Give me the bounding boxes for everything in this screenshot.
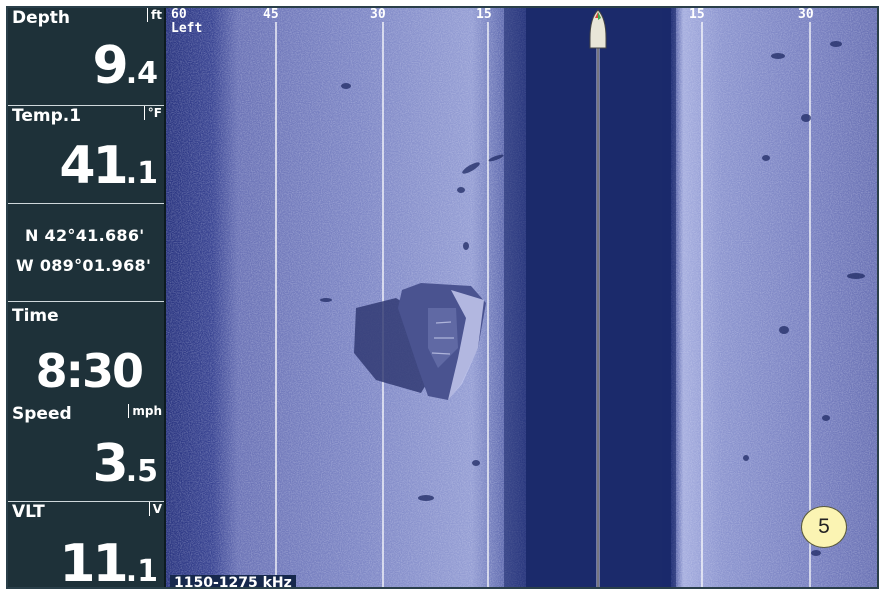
speed-unit: mph xyxy=(128,404,162,418)
boat-icon xyxy=(589,9,607,49)
depth-value: 9.4 xyxy=(92,36,158,96)
voltage-unit: V xyxy=(148,502,162,516)
time-box: Time 8:30 xyxy=(8,302,164,404)
callout-marker: 5 xyxy=(801,506,847,548)
range-label-15-right: 15 xyxy=(689,8,705,22)
temperature-box: Temp.1 °F 41.1 xyxy=(8,106,164,204)
range-label-30-right: 30 xyxy=(798,8,814,22)
time-label: Time xyxy=(12,306,59,326)
speed-value: 3.5 xyxy=(92,434,158,494)
left-edge-shade xyxy=(504,8,528,587)
speed-box: Speed mph 3.5 xyxy=(8,404,164,502)
voltage-label: VLT xyxy=(12,502,45,522)
side-imaging-view[interactable]: 60 Left 45 30 15 15 30 1150-1275 kHz 5 xyxy=(166,8,877,587)
sunken-boat-target xyxy=(354,283,486,400)
latitude-readout: N 42°41.686' xyxy=(25,226,145,245)
temperature-value: 41.1 xyxy=(59,136,158,196)
right-bottom-texture xyxy=(671,8,877,587)
depth-label: Depth xyxy=(12,8,71,28)
range-label-30-left: 30 xyxy=(370,8,386,22)
frequency-readout: 1150-1275 kHz xyxy=(170,575,296,587)
voltage-value: 11.1 xyxy=(59,534,158,589)
temperature-label: Temp.1 xyxy=(12,106,82,126)
longitude-readout: W 089°01.968' xyxy=(16,256,152,275)
right-edge-shade xyxy=(662,8,676,587)
sonar-image xyxy=(166,8,877,587)
bottom-debris xyxy=(320,41,865,556)
fishfinder-screen: Depth ft 9.4 Temp.1 °F 41.1 N 42°41.686'… xyxy=(6,6,879,589)
voltage-box: VLT V 11.1 xyxy=(8,502,164,589)
side-label-left: Left xyxy=(171,21,203,36)
temperature-unit: °F xyxy=(143,106,162,120)
range-label-45-left: 45 xyxy=(263,8,279,22)
time-value: 8:30 xyxy=(35,344,144,398)
range-label-15-left: 15 xyxy=(476,8,492,22)
speed-label: Speed xyxy=(12,404,72,424)
range-label-60: 60 xyxy=(171,8,187,22)
depth-unit: ft xyxy=(147,8,162,22)
data-overlay-panel: Depth ft 9.4 Temp.1 °F 41.1 N 42°41.686'… xyxy=(8,8,166,587)
depth-box: Depth ft 9.4 xyxy=(8,8,164,106)
position-box: N 42°41.686' W 089°01.968' xyxy=(8,204,164,302)
